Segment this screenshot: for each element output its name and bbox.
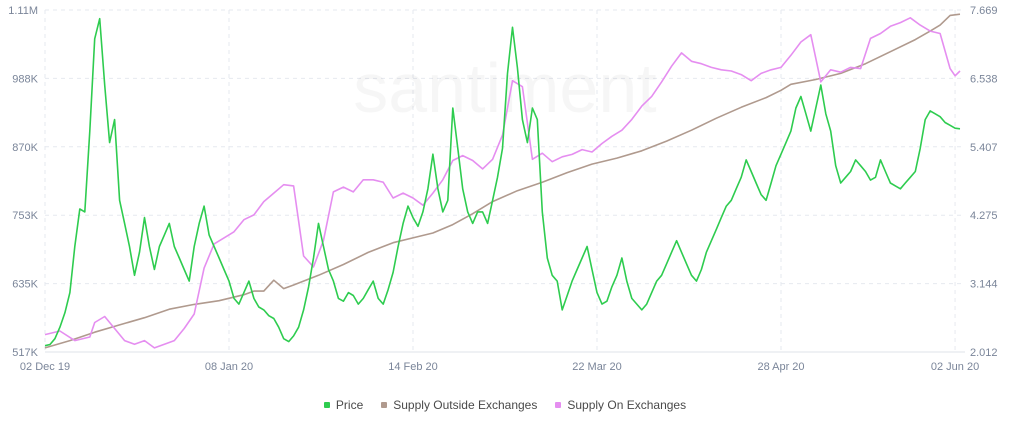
- right-axis-tick-label: 4.275: [970, 210, 998, 222]
- right-axis-tick-label: 6.538: [970, 73, 998, 85]
- legend-item-supply-outside[interactable]: Supply Outside Exchanges: [381, 398, 537, 412]
- series-line-price: [44, 17, 961, 347]
- x-axis-tick-label: 02 Dec 19: [20, 361, 70, 373]
- x-axis-tick-label: 08 Jan 20: [205, 361, 253, 373]
- legend-item-price[interactable]: Price: [323, 398, 364, 412]
- left-axis-tick-label: 1.11M: [8, 5, 38, 17]
- right-axis-tick-label: 3.144: [970, 279, 998, 291]
- x-axis-tick-label: 28 Apr 20: [757, 361, 804, 373]
- grid-lines: [44, 9, 965, 353]
- series-layer: [44, 13, 961, 349]
- legend-swatch-price: [323, 402, 330, 408]
- legend-label-supply-outside: Supply Outside Exchanges: [393, 398, 538, 412]
- legend-item-supply-on[interactable]: Supply On Exchanges: [555, 398, 686, 412]
- right-axis-tick-label: 7.669: [970, 5, 998, 17]
- left-axis-ticks: 517K 635K 753K 870K 988K 1.11M: [8, 5, 38, 359]
- right-axis-tick-label: 5.407: [970, 142, 998, 154]
- right-axis-ticks: 2.012 3.144 4.275 5.407 6.538 7.669: [970, 5, 998, 359]
- x-axis-tick-label: 02 Jun 20: [931, 361, 979, 373]
- legend: Price Supply Outside Exchanges Supply On…: [0, 398, 1010, 412]
- legend-swatch-supply-outside: [381, 402, 388, 408]
- left-axis-tick-label: 988K: [12, 73, 38, 85]
- series-line-supply-on-exchanges: [44, 17, 961, 349]
- left-axis-tick-label: 517K: [12, 347, 38, 359]
- left-axis-tick-label: 753K: [12, 210, 38, 222]
- x-axis-tick-label: 22 Mar 20: [572, 361, 622, 373]
- legend-label-supply-on: Supply On Exchanges: [567, 398, 687, 412]
- left-axis-tick-label: 870K: [12, 142, 38, 154]
- x-axis-ticks: 02 Dec 19 08 Jan 20 14 Feb 20 22 Mar 20 28 A…: [20, 361, 979, 373]
- legend-label-price: Price: [335, 398, 364, 412]
- legend-swatch-supply-on: [555, 402, 562, 408]
- right-axis-tick-label: 2.012: [970, 347, 998, 359]
- left-axis-tick-label: 635K: [12, 279, 38, 291]
- x-axis-tick-label: 14 Feb 20: [388, 361, 438, 373]
